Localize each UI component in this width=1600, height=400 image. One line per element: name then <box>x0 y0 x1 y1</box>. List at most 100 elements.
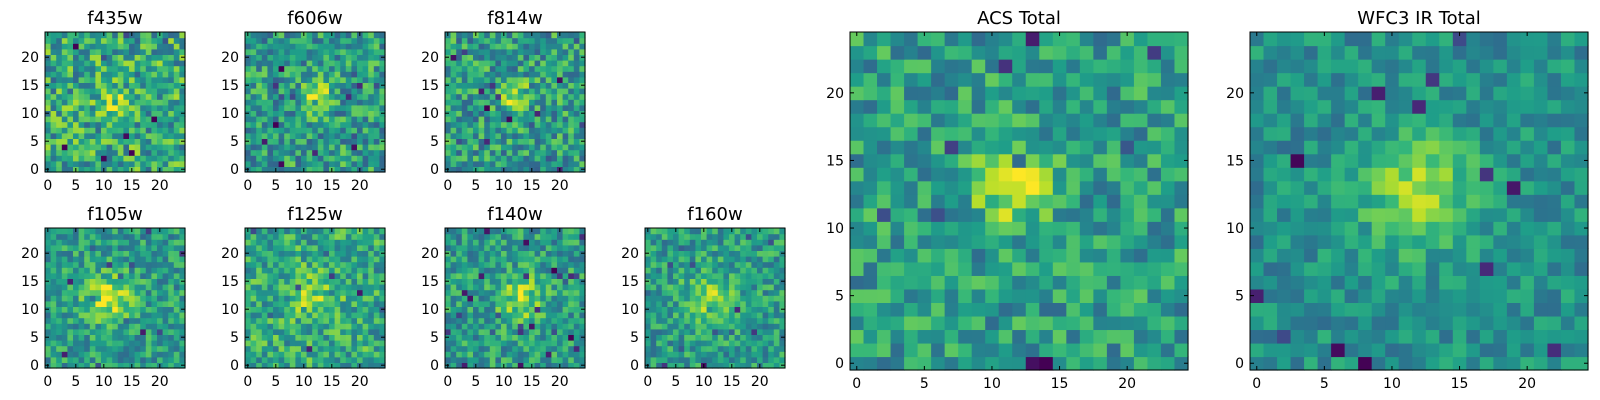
heatmap-cell <box>256 323 263 330</box>
heatmap-cell <box>779 356 786 363</box>
heatmap-cell <box>295 289 302 296</box>
heatmap-cell <box>173 99 180 106</box>
heatmap-cell <box>551 345 558 352</box>
heatmap-cell <box>73 250 80 257</box>
y-tick-label: 0 <box>30 162 39 178</box>
heatmap-cell <box>461 306 468 313</box>
heatmap-cell <box>971 315 986 331</box>
heatmap-cell <box>551 138 558 145</box>
heatmap-cell <box>84 228 91 235</box>
heatmap-cell <box>745 228 752 235</box>
heatmap-cell <box>317 345 324 352</box>
heatmap-cell <box>773 228 780 235</box>
heatmap-cell <box>540 132 547 139</box>
heatmap-cell <box>78 160 85 167</box>
heatmap-cell <box>84 88 91 95</box>
heatmap-cell <box>45 155 52 162</box>
heatmap-cell <box>267 93 274 100</box>
heatmap-cell <box>267 43 274 50</box>
heatmap-cell <box>495 289 502 296</box>
heatmap-cell <box>501 284 508 291</box>
heatmap-cell <box>329 127 336 134</box>
heatmap-cell <box>357 121 364 128</box>
heatmap-cell <box>267 116 274 123</box>
heatmap-cell <box>456 272 463 279</box>
heatmap-cell <box>173 267 180 274</box>
heatmap-cell <box>368 82 375 89</box>
heatmap-cell <box>157 340 164 347</box>
heatmap-cell <box>701 312 708 319</box>
heatmap-cell <box>562 88 569 95</box>
heatmap-cell <box>50 43 57 50</box>
heatmap-cell <box>340 54 347 61</box>
heatmap-cell <box>540 340 547 347</box>
heatmap-cell <box>779 289 786 296</box>
heatmap-cell <box>368 127 375 134</box>
heatmap-cell <box>689 284 696 291</box>
heatmap-cell <box>357 323 364 330</box>
heatmap-cell <box>1120 302 1135 317</box>
heatmap-cell <box>523 60 530 67</box>
heatmap-cell <box>478 323 485 330</box>
heatmap-cell <box>312 278 319 285</box>
heatmap-cell <box>61 60 68 67</box>
heatmap-cell <box>334 272 341 279</box>
heatmap-cell <box>661 278 668 285</box>
heatmap-cell <box>461 328 468 335</box>
heatmap-cell <box>573 166 580 173</box>
heatmap-cell <box>495 144 502 151</box>
heatmap-cell <box>701 244 708 251</box>
heatmap-cell <box>579 351 586 358</box>
heatmap-cell <box>568 43 575 50</box>
heatmap-cell <box>467 233 474 240</box>
heatmap-cell <box>456 267 463 274</box>
heatmap-cell <box>106 289 113 296</box>
heatmap-cell <box>78 250 85 257</box>
heatmap-cell <box>173 76 180 83</box>
heatmap-cell <box>312 54 319 61</box>
heatmap-cell <box>573 289 580 296</box>
heatmap-cell <box>568 127 575 134</box>
heatmap-cell <box>645 345 652 352</box>
heatmap-cell <box>351 278 358 285</box>
heatmap-cell <box>317 155 324 162</box>
heatmap-cell <box>473 160 480 167</box>
heatmap-cell <box>368 362 375 369</box>
heatmap-cell <box>545 149 552 156</box>
heatmap-cell <box>445 244 452 251</box>
heatmap-cell <box>998 342 1013 358</box>
heatmap-cell <box>106 121 113 128</box>
heatmap-cell <box>67 43 74 50</box>
heatmap-cell <box>478 239 485 246</box>
heatmap-cell <box>306 144 313 151</box>
y-tick-label: 0 <box>30 358 39 374</box>
heatmap-cell <box>656 250 663 257</box>
heatmap-cell <box>362 48 369 55</box>
heatmap-cell <box>773 289 780 296</box>
heatmap-cell <box>768 228 775 235</box>
heatmap-cell <box>751 328 758 335</box>
heatmap-cell <box>684 351 691 358</box>
heatmap-cell <box>261 306 268 313</box>
heatmap-cell <box>917 302 932 317</box>
heatmap-cell <box>484 76 491 83</box>
heatmap-cell <box>168 149 175 156</box>
heatmap-cell <box>301 356 308 363</box>
heatmap-cell <box>495 272 502 279</box>
heatmap-cell <box>56 37 63 44</box>
heatmap-cell <box>89 340 96 347</box>
heatmap-cell <box>162 60 169 67</box>
heatmap-cell <box>450 54 457 61</box>
heatmap-cell <box>645 284 652 291</box>
heatmap-cell <box>89 155 96 162</box>
heatmap-cell <box>971 342 986 358</box>
heatmap-cell <box>529 43 536 50</box>
heatmap-cell <box>562 93 569 100</box>
heatmap-cell <box>351 328 358 335</box>
heatmap-cell <box>173 149 180 156</box>
heatmap-cell <box>151 295 158 302</box>
heatmap-cell <box>512 256 519 263</box>
heatmap-cell <box>751 267 758 274</box>
heatmap-cell <box>289 149 296 156</box>
heatmap-cell <box>751 233 758 240</box>
